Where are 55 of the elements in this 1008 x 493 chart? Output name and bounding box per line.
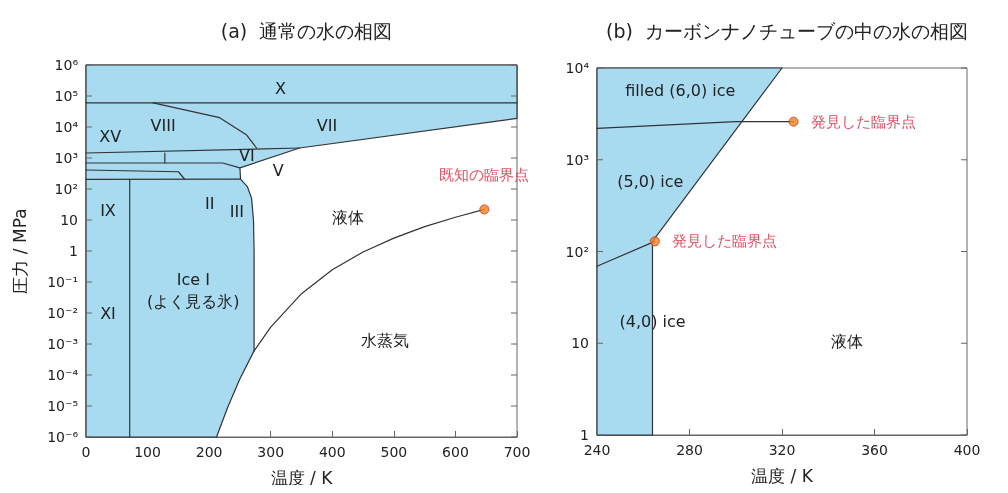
y-tick-label: 10⁵ bbox=[54, 88, 78, 104]
y-tick-label: 10 bbox=[60, 212, 78, 228]
x-tick-label: 400 bbox=[318, 444, 346, 460]
chart-title: (a) 通常の水の相図 bbox=[220, 19, 393, 42]
y-tick-label: 10³ bbox=[565, 151, 589, 168]
annotation: IX bbox=[100, 200, 116, 220]
x-tick-label: 300 bbox=[257, 444, 285, 460]
annotation: VI bbox=[238, 145, 255, 165]
x-tick-label: 700 bbox=[503, 444, 531, 460]
annotation: 液体 bbox=[331, 208, 364, 228]
chart-title: (b) カーボンナノチューブの中の水の相図 bbox=[606, 19, 968, 42]
text: 既知の臨界点 bbox=[439, 165, 530, 184]
annotation: XV bbox=[99, 127, 122, 147]
x-tick-label: 0 bbox=[81, 444, 91, 460]
x-axis-title: 温度 / K bbox=[270, 467, 334, 488]
annotation: V bbox=[272, 160, 284, 180]
x-tick-label: 360 bbox=[861, 442, 888, 458]
y-tick-label: 10⁻¹ bbox=[47, 274, 78, 290]
y-tick-label: 10⁴ bbox=[565, 60, 590, 76]
y-tick-label: 10⁻⁴ bbox=[47, 367, 79, 383]
x-tick-label: 600 bbox=[442, 444, 469, 460]
x-tick-label: 500 bbox=[380, 444, 408, 460]
x-tick-label: 280 bbox=[676, 442, 703, 458]
series-label: 発見した臨界点 bbox=[671, 232, 777, 251]
y-tick-label: 1 bbox=[580, 427, 589, 443]
annotation: II bbox=[204, 193, 215, 213]
annotation: 水蒸気 bbox=[360, 331, 409, 351]
x-tick-label: 240 bbox=[583, 442, 611, 458]
y-axis-title: 圧力 / MPa bbox=[9, 208, 30, 294]
y-tick-label: 10⁻² bbox=[47, 305, 78, 321]
annotation: VII bbox=[316, 116, 338, 136]
annotation: III bbox=[229, 202, 244, 222]
annotation: XI bbox=[100, 303, 116, 323]
annotation: filled (6,0) ice bbox=[625, 80, 736, 100]
y-tick-label: 1 bbox=[69, 243, 78, 259]
x-tick-label: 200 bbox=[195, 444, 223, 460]
y-tick-label: 10 bbox=[571, 335, 589, 352]
y-tick-label: 10² bbox=[565, 243, 589, 260]
annotation: (5,0) ice bbox=[617, 172, 684, 192]
text: 発見した臨界点 bbox=[810, 112, 916, 131]
y-tick-label: 10⁴ bbox=[54, 119, 79, 135]
y-tick-label: 10⁻⁶ bbox=[47, 429, 79, 445]
annotation: Ice I (よく見る氷) bbox=[147, 269, 240, 311]
y-tick-label: 10³ bbox=[54, 150, 78, 166]
y-tick-label: 10² bbox=[54, 181, 78, 197]
x-tick-label: 100 bbox=[134, 444, 161, 460]
x-axis-title: 温度 / K bbox=[751, 465, 814, 486]
y-tick-label: 10⁻⁵ bbox=[47, 398, 78, 414]
x-tick-label: 320 bbox=[768, 442, 796, 458]
x-tick-label: 400 bbox=[953, 442, 981, 458]
annotation: VIII bbox=[150, 116, 176, 136]
annotation: X bbox=[274, 78, 286, 98]
annotation: 液体 bbox=[830, 331, 863, 351]
y-tick-label: 10⁶ bbox=[54, 57, 79, 73]
y-tick-label: 10⁻³ bbox=[47, 336, 78, 352]
